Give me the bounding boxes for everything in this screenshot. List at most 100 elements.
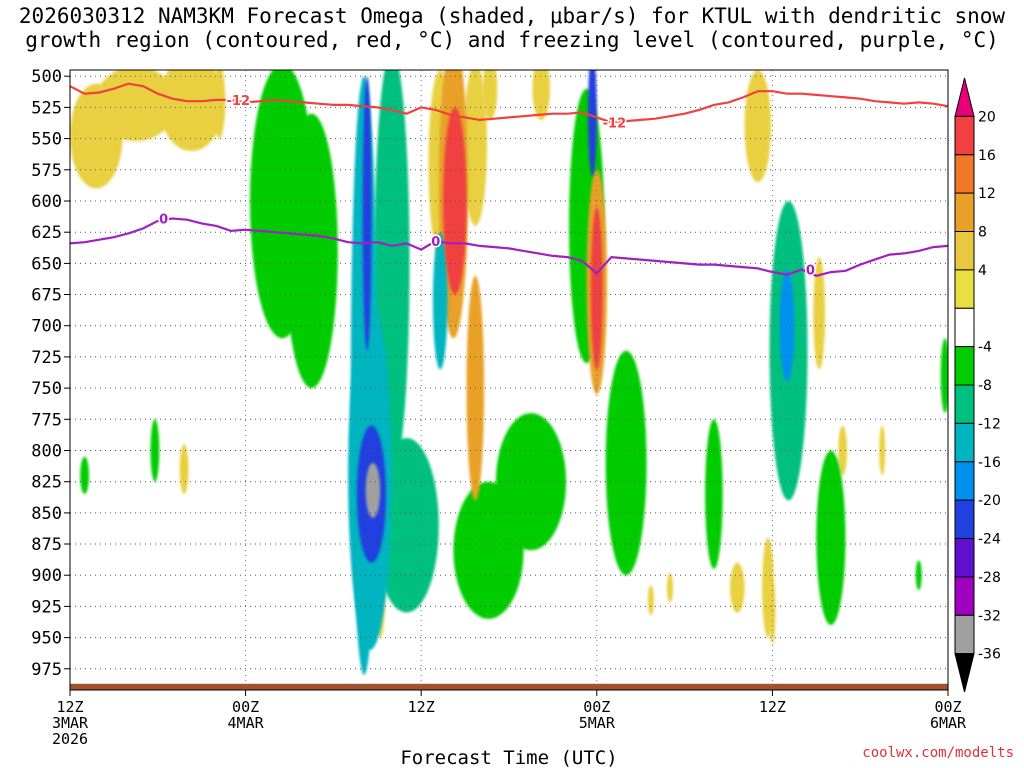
colorbar-label: -16 (978, 455, 1001, 471)
colorbar-bin (954, 115, 975, 156)
x-tick-label: 2026 (52, 730, 88, 748)
omega-feature (80, 456, 89, 495)
omega-feature (705, 419, 723, 569)
omega-feature (150, 419, 160, 482)
isotherm-line (70, 82, 948, 124)
colorbar-bin (954, 614, 975, 655)
colorbar-bin (954, 576, 975, 616)
y-tick-label: 575 (31, 161, 62, 181)
colorbar-bin (954, 269, 975, 309)
y-tick-label: 600 (31, 192, 62, 212)
omega-feature (532, 70, 550, 120)
y-tick-label: 525 (31, 98, 62, 118)
omega-feature (365, 463, 381, 518)
y-tick-label: 975 (31, 660, 62, 680)
isotherm-label: -12 (227, 94, 251, 109)
x-tick-label: 6MAR (930, 714, 967, 732)
colorbar-bin (954, 653, 975, 693)
colorbar-bin (954, 461, 975, 501)
omega-feature (453, 481, 524, 619)
y-tick-label: 900 (31, 566, 62, 586)
chart-title: 2026030312 NAM3KM Forecast Omega (shaded… (0, 4, 1024, 52)
colorbar-label: -32 (978, 608, 1001, 624)
x-tick-label: 00Z (232, 698, 259, 716)
y-axis: 500 525 550 575 600 625 650 675 700 725 750 775 800 8… (31, 67, 70, 680)
x-tick-label: 12Z (56, 698, 83, 716)
omega-feature (443, 107, 467, 295)
omega-feature (482, 70, 498, 120)
y-tick-label: 625 (31, 223, 62, 243)
omega-feature (70, 83, 123, 189)
y-tick-label: 825 (31, 473, 62, 493)
chart-title-line2: growth region (contoured, red, °C) and f… (25, 28, 999, 52)
y-tick-label: 675 (31, 286, 62, 306)
x-tick-label: 12Z (759, 698, 786, 716)
ground-layer (70, 683, 948, 690)
omega-feature (159, 70, 224, 152)
omega-feature (915, 560, 922, 591)
omega-feature (432, 232, 448, 370)
omega-feature (779, 269, 795, 382)
omega-feature (362, 76, 372, 351)
colorbar-label: -36 (978, 647, 1001, 663)
colorbar-label: -28 (978, 570, 1001, 586)
colorbar-label: 16 (978, 148, 996, 164)
omega-feature (647, 585, 654, 616)
omega-feature (813, 257, 826, 370)
omega-feature (463, 70, 487, 226)
colorbar-label: -4 (978, 340, 992, 356)
colorbar-bin (954, 307, 975, 348)
x-tick-label: 4MAR (228, 714, 265, 732)
y-tick-label: 875 (31, 535, 62, 555)
x-tick-label: 3MAR (52, 714, 89, 732)
colorbar-bin (954, 77, 975, 117)
x-tick-label: 12Z (408, 698, 435, 716)
colorbar-label: 20 (978, 109, 996, 125)
omega-feature (769, 581, 776, 644)
omega-feature (816, 450, 846, 626)
omega-feature (744, 70, 771, 183)
omega-feature (285, 113, 338, 389)
y-tick-label: 550 (31, 130, 62, 150)
isotherm-line (70, 217, 948, 277)
colorbar-label: -20 (978, 493, 1001, 509)
colorbar-bin (954, 538, 975, 578)
ground-fill (70, 683, 948, 690)
isotherm-contours: -12 -12 0 0 0 (70, 82, 948, 280)
y-tick-label: 950 (31, 629, 62, 649)
omega-shading (70, 70, 948, 675)
y-tick-label: 700 (31, 317, 62, 337)
isotherm-label: -12 (603, 116, 627, 131)
y-tick-label: 850 (31, 504, 62, 524)
colorbar-label: 8 (978, 225, 987, 241)
omega-feature (838, 425, 847, 476)
omega-feature (588, 70, 597, 177)
y-tick-label: 500 (31, 67, 62, 87)
colorbar-bin (954, 499, 975, 540)
chart-title-line1: 2026030312 NAM3KM Forecast Omega (shaded… (18, 4, 1006, 28)
isotherm-label: 0 (806, 264, 815, 279)
isotherm-label: 0 (431, 235, 440, 250)
colorbar-bin (954, 346, 975, 386)
colorbar-label: -12 (978, 416, 1001, 432)
colorbar-label: 4 (978, 263, 987, 279)
credit-text: coolwx.com/modelts (862, 745, 1014, 761)
omega-feature (605, 350, 647, 576)
y-tick-label: 800 (31, 442, 62, 462)
y-tick-label: 725 (31, 348, 62, 368)
colorbar-label: 12 (978, 186, 996, 202)
omega-feature (179, 444, 189, 495)
colorbar-bin (954, 231, 975, 271)
y-tick-label: 925 (31, 597, 62, 617)
colorbar-label: -24 (978, 532, 1001, 548)
omega-feature (590, 207, 603, 370)
colorbar: 20 16 12 8 4 -4 -8 -12 -16 -20 -24 -28 -32 -36 (954, 77, 1001, 693)
isotherm-label: 0 (159, 213, 168, 228)
omega-feature (879, 425, 886, 476)
x-tick-label: 00Z (934, 698, 961, 716)
colorbar-bin (954, 192, 975, 233)
y-tick-label: 775 (31, 410, 62, 430)
plot-frame (69, 69, 949, 691)
colorbar-bin (954, 154, 975, 194)
